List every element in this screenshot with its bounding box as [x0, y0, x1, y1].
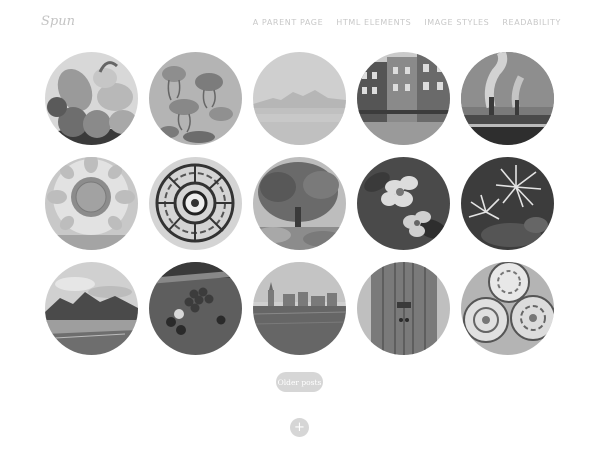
nav-item-parent-page[interactable]: A PARENT PAGE	[252, 18, 324, 27]
city-street-photo	[357, 52, 450, 145]
post-thumbnail-fruit[interactable]	[45, 52, 138, 145]
post-thumbnail-tree[interactable]	[253, 157, 346, 250]
wooden-door-photo	[357, 262, 450, 355]
older-posts-button[interactable]: Older posts	[276, 372, 323, 392]
mountain-coast-photo	[45, 262, 138, 355]
flowers-photo	[357, 157, 450, 250]
post-thumbnail-hazy-landscape[interactable]	[253, 52, 346, 145]
post-thumbnail-billiards[interactable]	[149, 262, 242, 355]
post-thumbnail-ceramics[interactable]	[461, 262, 554, 355]
industrial-smoke-photo	[461, 52, 554, 145]
post-thumbnail-wooden-door[interactable]	[357, 262, 450, 355]
post-thumbnail-harbor[interactable]	[253, 262, 346, 355]
jellyfish-photo	[149, 52, 242, 145]
hazy-landscape-photo	[253, 52, 346, 145]
spiky-flowers-photo	[461, 157, 554, 250]
post-grid	[45, 52, 554, 355]
tree-photo	[253, 157, 346, 250]
ceramic-plates-photo	[461, 262, 554, 355]
plus-icon[interactable]: +	[290, 418, 309, 437]
billiard-table-photo	[149, 262, 242, 355]
post-thumbnail-jellyfish[interactable]	[149, 52, 242, 145]
post-thumbnail-sunflower[interactable]	[45, 157, 138, 250]
sunflower-pattern-photo	[45, 157, 138, 250]
post-thumbnail-spiky-flowers[interactable]	[461, 157, 554, 250]
main-nav: A PARENT PAGE HTML ELEMENTS IMAGE STYLES…	[253, 18, 561, 27]
post-thumbnail-city-street[interactable]	[357, 52, 450, 145]
post-thumbnail-flowers[interactable]	[357, 157, 450, 250]
post-thumbnail-industrial[interactable]	[461, 52, 554, 145]
nav-item-image-styles[interactable]: IMAGE STYLES	[424, 18, 490, 27]
post-thumbnail-mountain-coast[interactable]	[45, 262, 138, 355]
mandala-pattern-photo	[149, 157, 242, 250]
nav-item-readability[interactable]: READABILITY	[502, 18, 561, 27]
nav-item-html-elements[interactable]: HTML ELEMENTS	[336, 18, 412, 27]
fruit-bowl-photo	[45, 52, 138, 145]
post-thumbnail-mandala[interactable]	[149, 157, 242, 250]
harbor-skyline-photo	[253, 262, 346, 355]
site-logo[interactable]: Spun	[41, 14, 75, 29]
